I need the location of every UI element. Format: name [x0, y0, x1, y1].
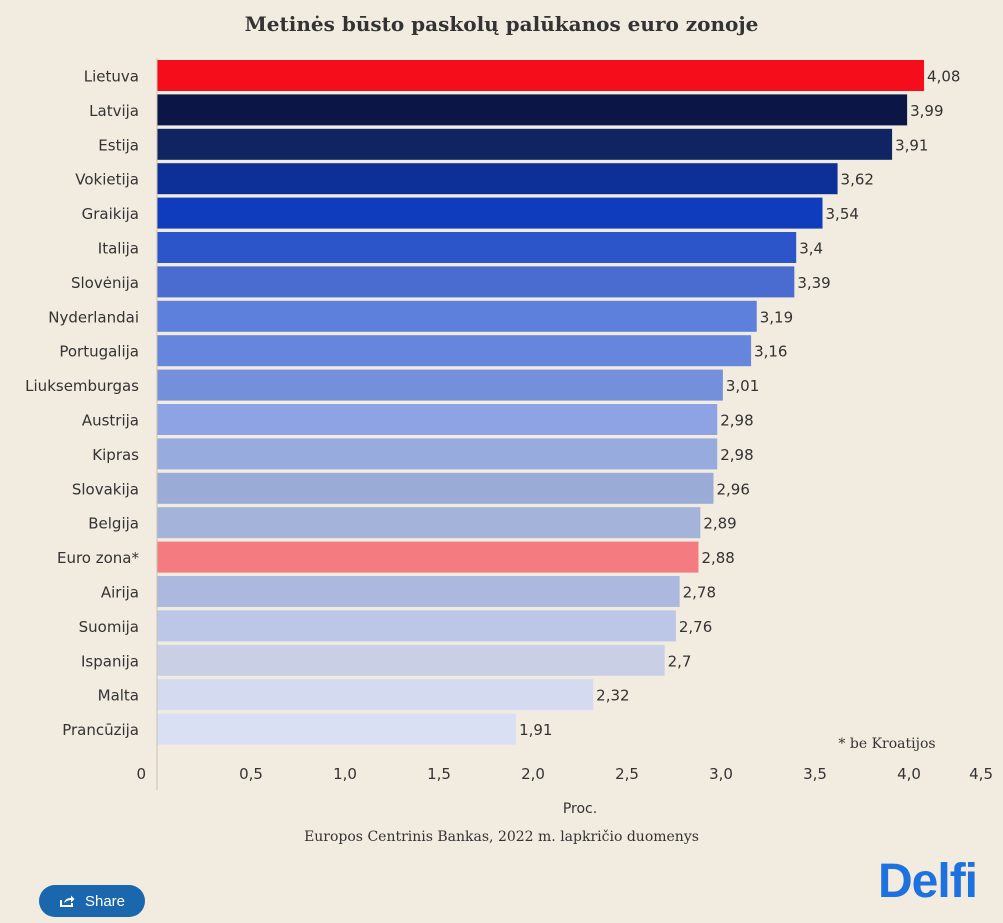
value-label-malta: 2,32	[596, 687, 629, 705]
bar-latvija[interactable]	[157, 94, 908, 126]
bar-austrija[interactable]	[157, 404, 718, 435]
bar-malta[interactable]	[157, 679, 594, 711]
value-label-italija: 3,4	[799, 240, 823, 258]
category-label-suomija: Suomija	[79, 618, 139, 636]
share-icon	[59, 894, 75, 908]
delfi-logo[interactable]: Delfi	[878, 855, 978, 908]
value-label-graikija: 3,54	[826, 205, 859, 223]
value-label-estija: 3,91	[895, 136, 928, 154]
bar-suomija[interactable]	[157, 610, 676, 642]
category-label-prancuzija: Prancūzija	[62, 721, 139, 739]
bar-ispanija[interactable]	[157, 644, 665, 676]
category-label-slovakija: Slovakija	[72, 480, 139, 498]
category-label-slovenija: Slovėnija	[71, 274, 139, 292]
value-label-slovakija: 2,96	[716, 480, 749, 498]
bar-nyderlandai[interactable]	[157, 300, 757, 332]
share-label: Share	[84, 892, 126, 910]
bar-estija[interactable]	[157, 128, 893, 160]
value-label-kipras: 2,98	[720, 446, 753, 464]
category-label-belgija: Belgija	[88, 515, 139, 533]
value-label-portugalija: 3,16	[754, 343, 787, 361]
bar-lietuva[interactable]	[157, 60, 925, 91]
x-tick-labels: 0 0,5 1,0 1,5 2,0 2,5 3,0 3,5 4,0 4,5	[136, 765, 993, 783]
category-label-lietuva: Lietuva	[84, 68, 139, 86]
value-label-suomija: 2,76	[679, 618, 712, 636]
x-tick-label: 1,0	[333, 765, 357, 783]
chart-title: Metinės būsto paskolų palūkanos euro zon…	[244, 12, 759, 36]
value-label-prancuzija: 1,91	[519, 721, 552, 739]
value-label-airija: 2,78	[683, 584, 716, 602]
value-label-lietuva: 4,08	[927, 68, 960, 86]
bar-euro-zona[interactable]	[157, 541, 699, 573]
value-labels: 4,08 3,99 3,91 3,62 3,543,4 3,393,19 3,16 3,01 2…	[519, 68, 960, 740]
bars-group	[157, 60, 925, 745]
x-tick-label: 3,0	[709, 765, 733, 783]
bar-portugalija[interactable]	[157, 335, 752, 367]
category-label-estija: Estija	[98, 136, 139, 154]
x-tick-label: 1,5	[427, 765, 451, 783]
bar-airija[interactable]	[157, 576, 680, 607]
category-label-vokietija: Vokietija	[75, 171, 139, 189]
bar-graikija[interactable]	[157, 197, 823, 229]
value-label-belgija: 2,89	[703, 515, 736, 533]
category-label-austrija: Austrija	[82, 412, 139, 430]
value-label-vokietija: 3,62	[841, 171, 874, 189]
bar-slovakija[interactable]	[157, 472, 714, 504]
x-tick-label: 0,5	[239, 765, 263, 783]
value-label-ispanija: 2,7	[668, 652, 692, 670]
category-label-italija: Italija	[98, 240, 139, 258]
x-tick-label: 2,5	[615, 765, 639, 783]
x-tick-label: 4,0	[897, 765, 921, 783]
value-label-slovenija: 3,39	[797, 274, 830, 292]
category-label-euro-zona: Euro zona*	[57, 549, 140, 567]
category-label-liuksemburgas: Liuksemburgas	[25, 377, 139, 395]
share-button[interactable]: Share	[39, 885, 145, 917]
bar-prancuzija[interactable]	[157, 713, 517, 745]
x-tick-label: 3,5	[803, 765, 827, 783]
category-label-ispanija: Ispanija	[81, 652, 139, 670]
value-label-austrija: 2,98	[720, 412, 753, 430]
source-note: Europos Centrinis Bankas, 2022 m. lapkri…	[304, 829, 699, 845]
bar-liuksemburgas[interactable]	[157, 369, 723, 401]
category-label-airija: Airija	[101, 584, 139, 602]
bar-slovenija[interactable]	[157, 266, 795, 298]
category-label-malta: Malta	[98, 687, 139, 705]
category-label-nyderlandai: Nyderlandai	[48, 308, 139, 326]
value-label-latvija: 3,99	[910, 102, 943, 120]
bar-italija[interactable]	[157, 232, 797, 263]
x-tick-label: 0	[136, 765, 146, 783]
x-tick-label: 4,5	[969, 765, 993, 783]
bar-kipras[interactable]	[157, 438, 718, 470]
bar-belgija[interactable]	[157, 507, 701, 539]
category-label-latvija: Latvija	[89, 102, 139, 120]
category-label-kipras: Kipras	[92, 446, 139, 464]
footnote-annotation: * be Kroatijos	[838, 736, 935, 752]
bar-vokietija[interactable]	[157, 163, 838, 195]
x-tick-label: 2,0	[521, 765, 545, 783]
value-label-liuksemburgas: 3,01	[726, 377, 759, 395]
value-label-nyderlandai: 3,19	[760, 308, 793, 326]
x-axis-label: Proc.	[563, 801, 597, 817]
category-labels: Lietuva Latvija Estija Vokietija Graikija Ita…	[25, 68, 139, 740]
category-label-graikija: Graikija	[82, 205, 139, 223]
value-label-euro-zona: 2,88	[701, 549, 734, 567]
category-label-portugalija: Portugalija	[59, 343, 139, 361]
